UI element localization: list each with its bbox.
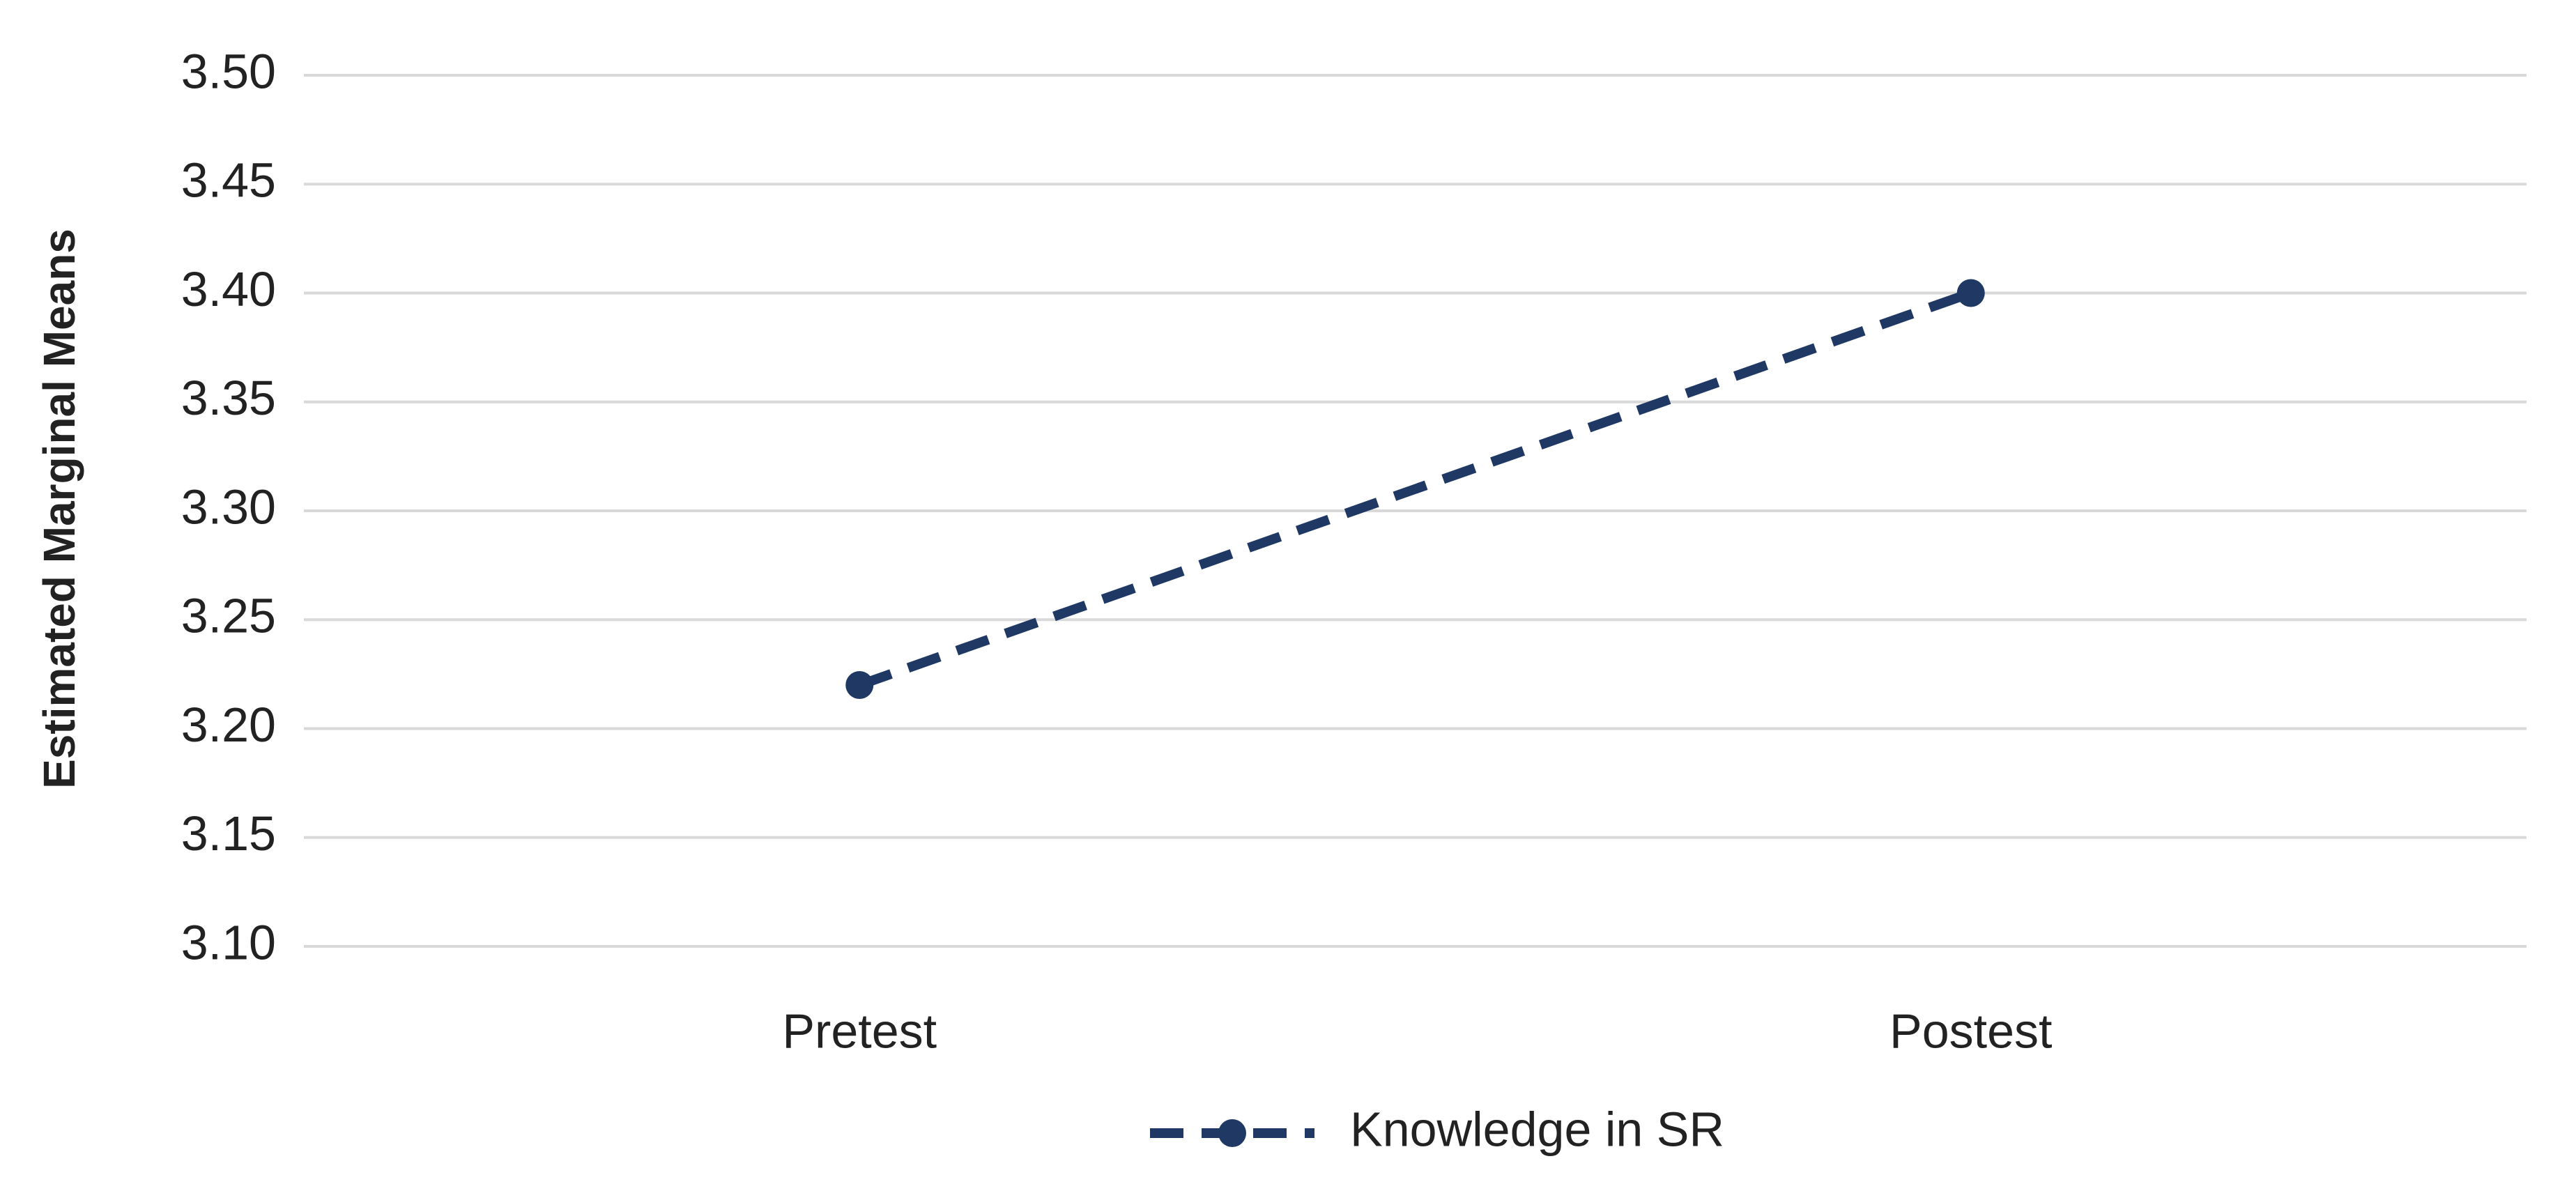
x-tick-label: Postest <box>1889 1004 2052 1058</box>
y-tick-label: 3.15 <box>181 806 276 861</box>
point <box>845 671 874 699</box>
y-tick-label: 3.20 <box>181 698 276 752</box>
legend-marker <box>1218 1119 1246 1147</box>
x-tick-label: Pretest <box>782 1004 937 1058</box>
y-tick-label: 3.10 <box>181 915 276 969</box>
y-tick-label: 3.50 <box>181 44 276 98</box>
y-tick-label: 3.35 <box>181 371 276 425</box>
line <box>857 288 1973 690</box>
legend-label: Knowledge in SR <box>1350 1102 1724 1156</box>
y-tick-label: 3.45 <box>181 153 276 208</box>
point <box>1956 279 1985 307</box>
y-tick-label: 3.25 <box>181 589 276 643</box>
y-tick-label: 3.30 <box>181 479 276 534</box>
y-axis-title: Estimated Marginal Means <box>34 229 84 789</box>
y-tick-label: 3.40 <box>181 262 276 316</box>
